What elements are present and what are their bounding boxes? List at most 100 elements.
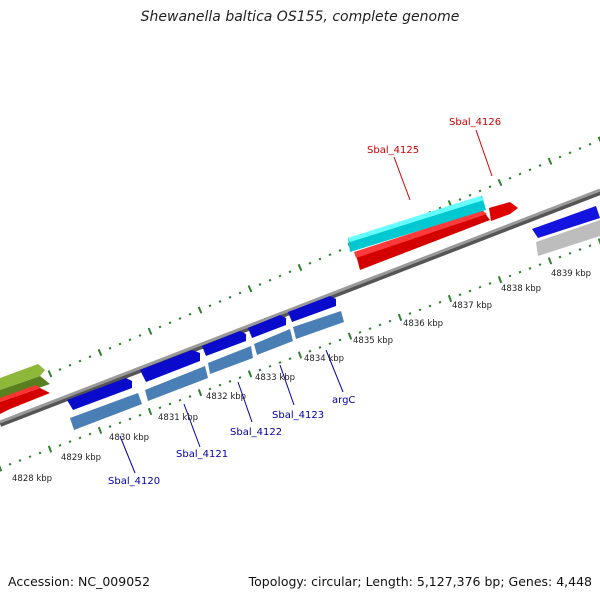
gene-label-sbal-4121[interactable]: Sbal_4121 xyxy=(176,449,228,460)
outer-ring-tick xyxy=(278,274,282,278)
gene-feature-sbal-4126[interactable] xyxy=(489,202,518,221)
inner-ring-tick xyxy=(497,276,503,284)
outer-ring-tick xyxy=(268,278,272,282)
inner-ring-tick xyxy=(458,293,462,297)
gene-feature-sbal-4125[interactable] xyxy=(356,212,490,270)
outer-ring-tick xyxy=(338,249,342,252)
inner-ring-tick xyxy=(28,455,32,459)
inner-ring-tick xyxy=(268,364,272,368)
inner-ring-tick xyxy=(108,425,112,428)
inner-ring-tick xyxy=(47,445,53,453)
leader-line-sbal-4126 xyxy=(475,129,493,177)
inner-ring-tick xyxy=(278,361,282,364)
outer-tick-ring xyxy=(0,136,600,399)
scale-label: 4832 kbp xyxy=(206,392,246,402)
inner-ring-tick xyxy=(368,327,372,331)
inner-tick-ring xyxy=(0,238,600,472)
outer-ring-tick xyxy=(538,164,542,167)
outer-ring-tick xyxy=(197,306,203,314)
outer-ring-tick xyxy=(138,334,142,337)
gene-label-sbal-4123[interactable]: Sbal_4123 xyxy=(272,410,324,421)
gene-feature-sbal-4125-highlight xyxy=(354,210,487,258)
gene-feature-argc[interactable] xyxy=(293,311,344,339)
outer-ring-tick xyxy=(588,142,592,146)
scale-label: 4836 kbp xyxy=(403,319,443,329)
outer-ring-tick xyxy=(247,285,253,293)
outer-ring-tick xyxy=(118,342,122,346)
inner-ring-tick xyxy=(547,257,553,265)
gene-feature-grey[interactable] xyxy=(536,220,600,256)
outer-ring-tick xyxy=(188,312,192,316)
outer-ring-tick xyxy=(528,168,532,172)
inner-ring-tick xyxy=(438,300,442,304)
inner-ring-tick xyxy=(18,459,22,462)
gene-arrow-sbal-4122[interactable] xyxy=(202,331,246,356)
gene-feature-sbal-4121[interactable] xyxy=(145,366,208,401)
gene-feature-sbal-4122[interactable] xyxy=(208,346,253,374)
gene-label-sbal-4120[interactable]: Sbal_4120 xyxy=(108,476,160,487)
outer-ring-tick xyxy=(258,283,262,286)
leader-line-sbal-4123 xyxy=(279,364,295,406)
forward-strand-features xyxy=(0,196,518,414)
inner-ring-tick xyxy=(158,406,162,410)
gene-label-sbal-4125[interactable]: Sbal_4125 xyxy=(367,145,419,156)
inner-ring-tick xyxy=(468,289,472,293)
outer-ring-tick xyxy=(218,300,222,303)
outer-ring-tick xyxy=(308,261,312,265)
gene-feature-forward xyxy=(0,388,50,414)
scale-labels: 4828 kbp 4829 kbp 4830 kbp 4831 kbp 4832… xyxy=(12,269,591,484)
inner-ring-tick xyxy=(178,398,182,402)
outer-ring-tick xyxy=(488,185,492,189)
leader-line-sbal-4120 xyxy=(119,435,136,474)
inner-ring-tick xyxy=(288,357,292,361)
leader-line-argc xyxy=(325,349,344,393)
gene-arrow-sbal-4120[interactable] xyxy=(67,378,132,410)
gene-arrow-argc[interactable] xyxy=(288,296,336,322)
inner-ring-tick xyxy=(38,451,42,455)
outer-ring-tick xyxy=(97,348,103,357)
reverse-strand-features xyxy=(67,206,600,430)
gene-feature-blue[interactable] xyxy=(532,206,600,238)
outer-ring-tick xyxy=(508,176,512,180)
inner-ring-tick xyxy=(318,346,322,349)
inner-ring-tick xyxy=(428,304,432,308)
inner-ring-tick xyxy=(347,332,353,340)
outer-ring-tick xyxy=(58,368,62,371)
outer-ring-tick xyxy=(497,178,503,187)
gene-arrow-sbal-4123[interactable] xyxy=(248,315,286,338)
accession-text: Accession: NC_009052 xyxy=(8,574,151,589)
inner-ring-tick xyxy=(538,263,542,266)
gene-label-sbal-4122[interactable]: Sbal_4122 xyxy=(230,427,282,438)
outer-ring-tick xyxy=(558,155,562,159)
inner-ring-tick xyxy=(147,407,153,416)
outer-ring-tick xyxy=(147,327,153,335)
gene-feature-sbal-4120[interactable] xyxy=(70,393,142,430)
scale-label: 4829 kbp xyxy=(61,453,101,463)
scale-label: 4833 kbp xyxy=(255,373,295,383)
outer-ring-tick xyxy=(568,151,572,155)
outer-ring-tick xyxy=(47,370,53,378)
inner-ring-tick xyxy=(408,312,412,315)
outer-ring-tick xyxy=(128,338,132,342)
gene-label-argc[interactable]: argC xyxy=(332,395,355,406)
scale-label: 4838 kbp xyxy=(501,284,541,294)
inner-ring-tick xyxy=(338,338,342,342)
outer-ring-tick xyxy=(458,198,462,201)
scale-label: 4834 kbp xyxy=(304,354,344,364)
gene-feature-sbal-4123[interactable] xyxy=(254,329,293,355)
inner-ring-tick xyxy=(508,274,512,278)
outer-ring-tick xyxy=(208,304,212,308)
outer-ring-tick xyxy=(547,157,553,165)
gene-feature-forward-highlight xyxy=(0,385,40,402)
inner-ring-tick xyxy=(378,323,382,327)
label-leader-lines xyxy=(119,129,493,474)
genome-summary-text: Topology: circular; Length: 5,127,376 bp… xyxy=(248,574,592,589)
gene-label-sbal-4126[interactable]: Sbal_4126 xyxy=(449,117,501,128)
outer-ring-tick xyxy=(168,321,172,325)
gene-arrow-sbal-4121[interactable] xyxy=(140,350,200,382)
outer-ring-tick xyxy=(288,270,292,274)
scale-label: 4835 kbp xyxy=(353,336,393,346)
inner-ring-tick xyxy=(388,319,392,323)
inner-ring-tick xyxy=(597,238,600,245)
